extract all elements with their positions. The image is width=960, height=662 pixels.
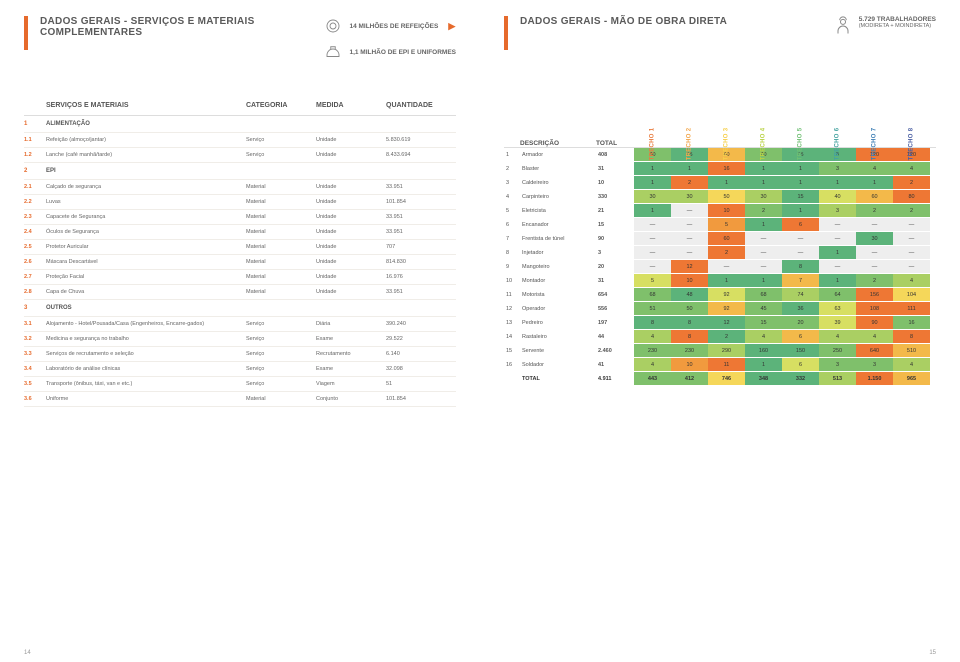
table-row: 2.5Protetor AuricularMaterialUnidade707 <box>24 240 456 255</box>
right-page: DADOS GERAIS - MÃO DE OBRA DIRETA 5.729 … <box>480 0 960 662</box>
section-row: 2EPI <box>24 163 456 180</box>
table-row: 2.8Capa de ChuvaMaterialUnidade33.951 <box>24 285 456 300</box>
left-table-body: 1ALIMENTAÇÃO1.1Refeição (almoço/jantar)S… <box>24 116 456 407</box>
table-row: 1.2Lanche (café manhã/tarde)ServiçoUnida… <box>24 148 456 163</box>
right-table-head: DESCRIÇÃO TOTAL TRECHO 1TRECHO 2TRECHO 3… <box>504 96 936 148</box>
table-row: 3.4Laboratório de análise clínicasServiç… <box>24 362 456 377</box>
trecho-head: TRECHO 8 <box>893 141 930 147</box>
right-title: DADOS GERAIS - MÃO DE OBRA DIRETA <box>520 16 821 27</box>
stat-workers-l2: (MODIRETA + MOINDIRETA) <box>859 23 936 29</box>
left-stats: 14 MILHÕES DE REFEIÇÕES ▶ 1,1 MILHÃO DE … <box>323 16 456 62</box>
total-row: TOTAL4.9114434127463483325131.150965 <box>504 372 936 386</box>
left-page: DADOS GERAIS - SERVIÇOS E MATERIAIS COMP… <box>0 0 480 662</box>
table-row: 2.2LuvasMaterialUnidade101.854 <box>24 195 456 210</box>
plate-icon <box>323 16 343 36</box>
right-table-body: 1Armador408301580201581201202Blaster3111… <box>504 148 936 386</box>
table-row: 2.3Capacete de SegurançaMaterialUnidade3… <box>24 210 456 225</box>
col-qtd-head: QUANTIDADE <box>386 102 456 109</box>
left-header: DADOS GERAIS - SERVIÇOS E MATERIAIS COMP… <box>24 16 456 66</box>
table-row: 3.1Alojamento - Hotel/Pousada/Casa (Enge… <box>24 317 456 332</box>
left-title-l1: DADOS GERAIS - SERVIÇOS E MATERIAIS <box>40 16 311 27</box>
left-table-head: SERVIÇOS E MATERIAIS CATEGORIA MEDIDA QU… <box>24 96 456 116</box>
trecho-head: TRECHO 7 <box>856 141 893 147</box>
arrow-icon: ▶ <box>448 21 455 32</box>
r-tot-head: TOTAL <box>596 140 634 147</box>
table-row: 16Soldador414101116334 <box>504 358 936 372</box>
page-spread: DADOS GERAIS - SERVIÇOS E MATERIAIS COMP… <box>0 0 960 662</box>
trecho-head: TRECHO 4 <box>745 141 782 147</box>
accent-bar <box>504 16 508 50</box>
table-row: 8Injetador3——2——1—— <box>504 246 936 260</box>
table-row: 7Frentista de túnel90——60———30— <box>504 232 936 246</box>
helmet-icon <box>323 42 343 62</box>
trecho-head: TRECHO 1 <box>634 141 671 147</box>
table-row: 2Blaster31111611344 <box>504 162 936 176</box>
worker-icon <box>833 16 853 36</box>
col-cat-head: CATEGORIA <box>246 102 316 109</box>
table-row: 2.1Calçado de segurançaMaterialUnidade33… <box>24 180 456 195</box>
table-row: 2.6Máscara DescartávelMaterialUnidade814… <box>24 255 456 270</box>
page-number-right: 15 <box>929 650 936 656</box>
table-row: 10Montador31510117124 <box>504 274 936 288</box>
right-title-block: DADOS GERAIS - MÃO DE OBRA DIRETA <box>520 16 821 27</box>
table-row: 3.6UniformeMaterialConjunto101.854 <box>24 392 456 407</box>
table-row: 2.7Proteção FacialMaterialUnidade16.976 <box>24 270 456 285</box>
r-desc-head: DESCRIÇÃO <box>520 140 596 147</box>
table-row: 3.5Transporte (ônibus, táxi, van e etc.)… <box>24 377 456 392</box>
stat-epi-text: 1,1 MILHÃO DE EPI E UNIFORMES <box>349 49 456 56</box>
table-row: 6Encanador15——516——— <box>504 218 936 232</box>
table-row: 12Operador556515092453663108111 <box>504 302 936 316</box>
section-row: 1ALIMENTAÇÃO <box>24 116 456 133</box>
stat-workers-l1: 5.729 TRABALHADORES <box>859 16 936 23</box>
section-row: 3OUTROS <box>24 300 456 317</box>
stat-meals: 14 MILHÕES DE REFEIÇÕES ▶ <box>323 16 456 36</box>
trecho-head: TRECHO 6 <box>819 141 856 147</box>
table-row: 11Motorista654684892687464156104 <box>504 288 936 302</box>
table-row: 9Mangoteiro20—12——8——— <box>504 260 936 274</box>
table-row: 4Carpinteiro3303030503015406080 <box>504 190 936 204</box>
table-row: 5Eletricista211—1021322 <box>504 204 936 218</box>
table-row: 3.2Medicina e segurança no trabalhoServi… <box>24 332 456 347</box>
table-row: 1.1Refeição (almoço/jantar)ServiçoUnidad… <box>24 133 456 148</box>
col-desc-head: SERVIÇOS E MATERIAIS <box>46 102 246 109</box>
col-num-head <box>24 102 46 109</box>
trecho-heads: TRECHO 1TRECHO 2TRECHO 3TRECHO 4TRECHO 5… <box>634 141 930 147</box>
trecho-head: TRECHO 3 <box>708 141 745 147</box>
table-row: 14Rastaleiro4448246448 <box>504 330 936 344</box>
table-row: 2.4Óculos de SegurançaMaterialUnidade33.… <box>24 225 456 240</box>
table-row: 3Caldeireiro1012111112 <box>504 176 936 190</box>
stat-meals-text: 14 MILHÕES DE REFEIÇÕES <box>349 23 438 30</box>
trecho-head: TRECHO 2 <box>671 141 708 147</box>
stat-workers: 5.729 TRABALHADORES (MODIRETA + MOINDIRE… <box>833 16 936 36</box>
stat-workers-text: 5.729 TRABALHADORES (MODIRETA + MOINDIRE… <box>859 16 936 29</box>
page-number-left: 14 <box>24 650 31 656</box>
trecho-head: TRECHO 5 <box>782 141 819 147</box>
table-row: 13Pedreiro19788121520399016 <box>504 316 936 330</box>
right-header: DADOS GERAIS - MÃO DE OBRA DIRETA 5.729 … <box>504 16 936 66</box>
table-row: 15Servente2.460230230290160150250640510 <box>504 344 936 358</box>
accent-bar <box>24 16 28 50</box>
col-med-head: MEDIDA <box>316 102 386 109</box>
left-title-block: DADOS GERAIS - SERVIÇOS E MATERIAIS COMP… <box>40 16 311 38</box>
table-row: 3.3Serviços de recrutamento e seleçãoSer… <box>24 347 456 362</box>
left-title-l2: COMPLEMENTARES <box>40 27 311 38</box>
stat-epi: 1,1 MILHÃO DE EPI E UNIFORMES <box>323 42 456 62</box>
